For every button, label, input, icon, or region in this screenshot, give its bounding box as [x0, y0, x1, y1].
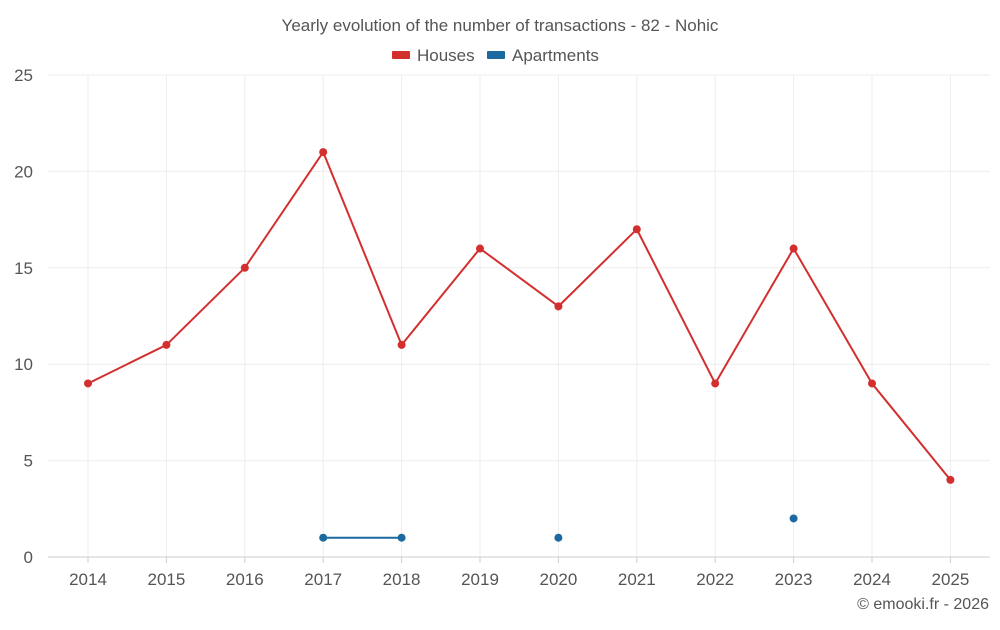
data-point-houses[interactable]: [397, 340, 406, 349]
gridlines: [48, 74, 990, 557]
data-point-houses[interactable]: [240, 263, 249, 272]
data-point-houses[interactable]: [632, 225, 641, 234]
y-tick-label: 10: [14, 355, 33, 374]
legend-swatch-houses: [392, 51, 410, 59]
credit-text: © emooki.fr - 2026: [857, 596, 989, 613]
y-tick-label: 20: [14, 162, 33, 181]
chart-title: Yearly evolution of the number of transa…: [282, 16, 719, 35]
x-tick-label: 2017: [304, 570, 342, 589]
x-tick-label: 2024: [853, 570, 891, 589]
data-point-apartments[interactable]: [789, 514, 798, 523]
y-tick-label: 5: [24, 452, 33, 471]
x-tick-label: 2014: [69, 570, 107, 589]
x-tick-label: 2025: [931, 570, 969, 589]
data-point-houses[interactable]: [789, 244, 798, 253]
data-point-houses[interactable]: [946, 475, 955, 484]
x-tick-label: 2019: [461, 570, 499, 589]
legend: Houses Apartments: [392, 46, 599, 65]
y-tick-label: 15: [14, 259, 33, 278]
series-apartments: [319, 514, 798, 542]
legend-label-apartments: Apartments: [512, 46, 599, 65]
series-line-houses: [87, 151, 952, 481]
x-tick-label: 2022: [696, 570, 734, 589]
legend-item-houses[interactable]: Houses: [392, 46, 475, 65]
data-point-houses[interactable]: [319, 148, 328, 157]
y-tick-label: 0: [24, 548, 33, 567]
series-layer: [84, 148, 955, 542]
data-point-apartments[interactable]: [554, 533, 563, 542]
x-tick-label: 2015: [147, 570, 185, 589]
legend-item-apartments[interactable]: Apartments: [487, 46, 599, 65]
data-point-houses[interactable]: [476, 244, 484, 253]
x-tick-label: 2020: [539, 570, 577, 589]
y-tick-label: 25: [14, 66, 33, 85]
legend-label-houses: Houses: [417, 46, 475, 65]
data-point-apartments[interactable]: [319, 533, 328, 542]
data-point-houses[interactable]: [868, 379, 876, 388]
legend-swatch-apartments: [487, 51, 505, 59]
x-tick-label: 2021: [618, 570, 656, 589]
data-point-houses[interactable]: [84, 379, 92, 388]
data-point-houses[interactable]: [554, 302, 563, 311]
data-point-houses[interactable]: [711, 379, 720, 388]
series-houses: [84, 148, 955, 484]
x-tick-label: 2018: [383, 570, 421, 589]
x-tick-label: 2016: [226, 570, 264, 589]
data-point-apartments[interactable]: [397, 533, 406, 542]
x-tick-label: 2023: [775, 570, 813, 589]
data-point-houses[interactable]: [162, 340, 171, 349]
